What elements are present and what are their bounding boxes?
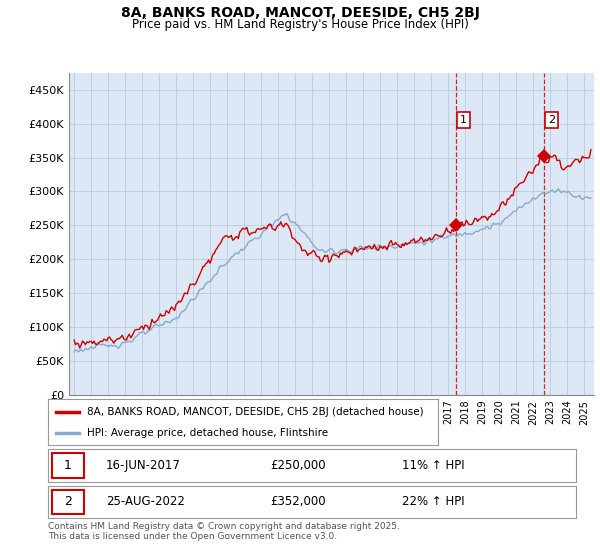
- Text: 11% ↑ HPI: 11% ↑ HPI: [402, 459, 464, 472]
- Text: 16-JUN-2017: 16-JUN-2017: [106, 459, 181, 472]
- Bar: [52, 489, 84, 514]
- Text: 8A, BANKS ROAD, MANCOT, DEESIDE, CH5 2BJ: 8A, BANKS ROAD, MANCOT, DEESIDE, CH5 2BJ: [121, 6, 479, 20]
- Text: 1: 1: [64, 459, 72, 472]
- Text: 25-AUG-2022: 25-AUG-2022: [106, 495, 185, 508]
- Text: 2: 2: [64, 495, 72, 508]
- Text: 8A, BANKS ROAD, MANCOT, DEESIDE, CH5 2BJ (detached house): 8A, BANKS ROAD, MANCOT, DEESIDE, CH5 2BJ…: [87, 407, 424, 417]
- Text: Contains HM Land Registry data © Crown copyright and database right 2025.
This d: Contains HM Land Registry data © Crown c…: [48, 522, 400, 542]
- Text: Price paid vs. HM Land Registry's House Price Index (HPI): Price paid vs. HM Land Registry's House …: [131, 18, 469, 31]
- Text: £352,000: £352,000: [270, 495, 325, 508]
- Bar: [52, 453, 84, 478]
- Text: HPI: Average price, detached house, Flintshire: HPI: Average price, detached house, Flin…: [87, 428, 328, 438]
- Text: 1: 1: [460, 115, 467, 125]
- Text: 2: 2: [548, 115, 555, 125]
- Text: £250,000: £250,000: [270, 459, 325, 472]
- Text: 22% ↑ HPI: 22% ↑ HPI: [402, 495, 464, 508]
